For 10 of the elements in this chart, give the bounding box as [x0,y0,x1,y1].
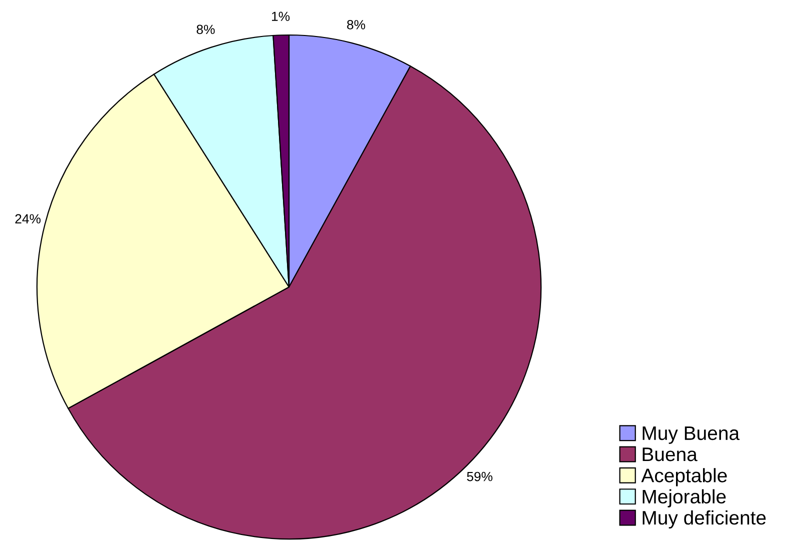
legend-label: Aceptable [641,468,727,486]
data-label: 8% [196,24,215,34]
data-label: 24% [15,214,41,224]
legend-label: Muy Buena [642,426,740,444]
legend-label: Mejorable [642,489,726,508]
legend-label: Buena [642,448,698,462]
data-label: 8% [347,20,366,30]
legend-label: Muy deficiente [642,510,766,528]
data-label: 59% [466,472,492,482]
data-label: 1% [272,12,290,21]
